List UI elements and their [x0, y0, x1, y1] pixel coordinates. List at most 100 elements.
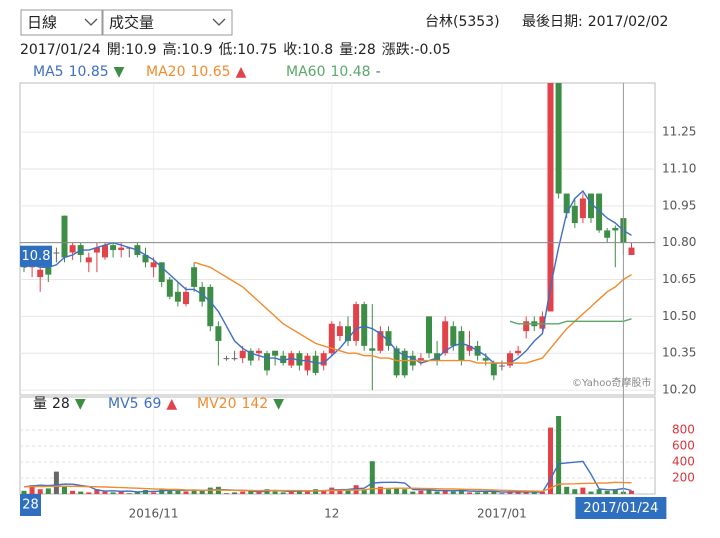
volume-bar — [564, 486, 570, 494]
candle-body — [393, 348, 400, 376]
volume-bar — [426, 489, 432, 494]
label: 低: — [218, 42, 237, 58]
volume-bar — [612, 490, 618, 494]
chevron — [84, 18, 98, 26]
volume-bar — [491, 490, 497, 494]
candle-body — [515, 350, 522, 354]
candle-body — [361, 304, 368, 346]
value: 28 — [358, 42, 376, 58]
volume-bar — [110, 492, 116, 494]
value: 10.8 — [302, 42, 333, 58]
volume-bar — [369, 461, 375, 494]
candle-body — [53, 252, 60, 254]
volume-badge-label: 28 — [22, 498, 39, 513]
volume-bar — [337, 489, 343, 494]
candle-body — [385, 331, 392, 346]
volume-bar — [305, 491, 310, 494]
date: 2017/01/24 — [20, 42, 101, 58]
candle-body — [401, 350, 408, 376]
y-tick-label: 600 — [672, 439, 695, 453]
volume-bar — [629, 490, 634, 494]
volume-bar — [572, 489, 578, 494]
candle-body — [215, 326, 222, 341]
volume-plot — [21, 416, 634, 494]
candle-body — [523, 321, 530, 332]
date-badge — [575, 497, 667, 519]
line — [509, 318, 632, 325]
candle-body — [450, 326, 457, 346]
candle-body — [45, 262, 52, 275]
indicator-select[interactable] — [102, 9, 233, 36]
volume-bar — [191, 490, 197, 494]
volume-bar — [232, 492, 238, 494]
candle-body — [369, 348, 376, 351]
volume-bar — [515, 492, 521, 494]
volume-bar — [458, 489, 464, 494]
volume-bar — [499, 493, 505, 494]
volume-bar — [45, 488, 51, 494]
y-tick-label: 10.80 — [662, 235, 696, 249]
legend-value: 10.65 — [190, 64, 230, 80]
legend-trend: - — [376, 64, 381, 80]
volume-bar — [183, 491, 189, 494]
volume-bar — [280, 492, 286, 494]
line — [23, 481, 632, 493]
volume-bar — [118, 490, 124, 494]
candle-body — [353, 304, 360, 341]
x-tick-label: 2017/01 — [477, 507, 527, 521]
volume-bar — [248, 490, 254, 494]
legend-mv5: MV5 69 ▲ — [108, 396, 177, 412]
legend-trend: ▼ — [114, 64, 125, 80]
legend-name: 量 — [33, 396, 47, 412]
candle-body — [280, 355, 287, 364]
volume-bar — [240, 491, 246, 494]
volume-bar — [548, 427, 553, 494]
label: 收: — [283, 42, 302, 58]
legend-name: MA5 — [33, 64, 64, 80]
legend-name: MA60 — [286, 64, 325, 80]
candle-body — [150, 262, 157, 268]
candle-body — [426, 316, 432, 354]
label: 開: — [107, 42, 126, 58]
candle-body — [239, 350, 246, 359]
candle-body — [69, 245, 76, 253]
price-badge-label: 10.8 — [22, 249, 51, 264]
volume-bar — [296, 490, 302, 494]
volume-bar — [507, 491, 513, 494]
candle-body — [596, 193, 603, 231]
value: 10.9 — [125, 42, 156, 58]
date-badge-label: 2017/01/24 — [583, 501, 658, 516]
candle-body — [304, 355, 311, 371]
volume-bar — [288, 491, 294, 494]
candle-body — [158, 262, 165, 282]
volume-bar — [272, 491, 278, 494]
candle-body — [37, 269, 44, 278]
volume-bar — [224, 493, 229, 494]
candle-body — [247, 350, 254, 361]
candle-body — [588, 193, 594, 219]
candle-body — [328, 323, 335, 354]
candle-body — [442, 321, 449, 354]
volume-bar — [102, 491, 108, 494]
y-tick-label: 10.65 — [662, 272, 696, 286]
volume-bar — [199, 490, 205, 494]
volume-bar — [21, 490, 27, 494]
last-date-value: 2017/02/02 — [588, 14, 669, 30]
volume-bar — [483, 491, 489, 494]
y-tick-label: 10.20 — [662, 383, 696, 397]
volume-badge — [20, 494, 41, 516]
y-tick-label: 400 — [672, 455, 695, 469]
legend-value: 10.85 — [69, 64, 109, 80]
volume-bar — [386, 489, 391, 494]
candle-body — [507, 353, 513, 366]
candle-body — [288, 353, 295, 366]
volume-bar — [450, 491, 456, 494]
last-date: 最後日期: 2017/02/02 — [522, 14, 668, 30]
legend-ma5: MA5 10.85 ▼ — [33, 64, 125, 80]
label: 量: — [339, 42, 358, 58]
volume-bar — [256, 492, 262, 494]
candle-body — [110, 245, 117, 251]
candle-body — [539, 316, 546, 329]
candle-body — [231, 358, 238, 360]
